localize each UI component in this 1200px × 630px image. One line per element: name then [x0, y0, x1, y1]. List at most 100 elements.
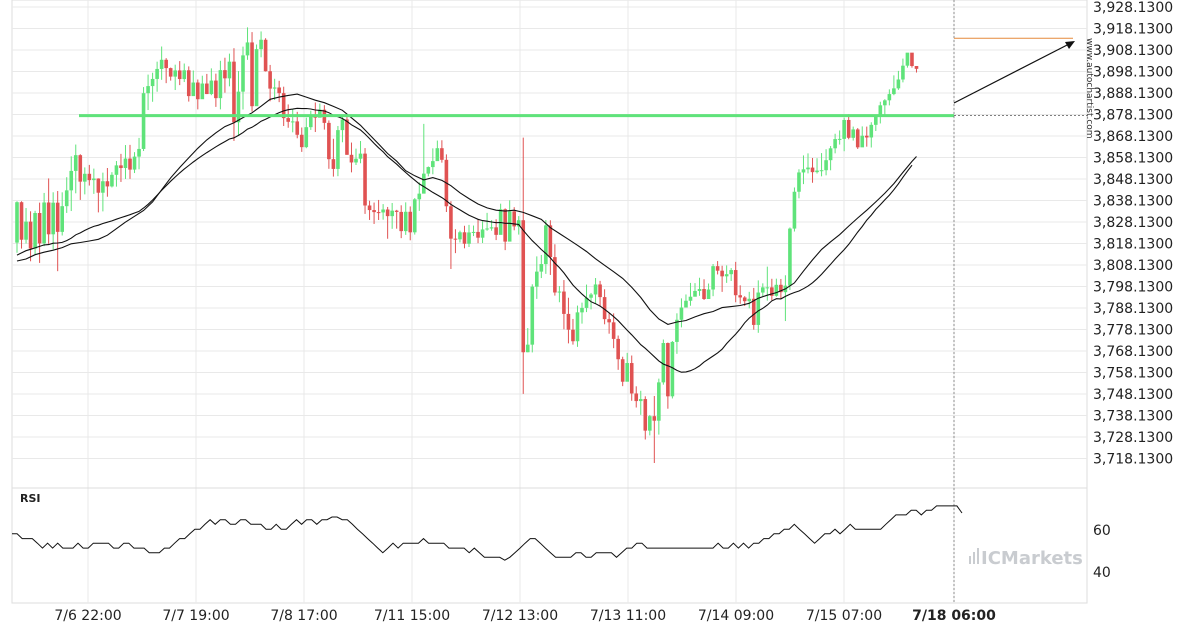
candle: [620, 356, 625, 387]
candle-body: [571, 329, 575, 342]
candle-body: [471, 231, 476, 233]
candle-body: [55, 202, 60, 232]
candle: [480, 221, 485, 244]
candle: [232, 48, 236, 141]
candle: [530, 284, 535, 353]
candle-body: [914, 66, 919, 69]
price-tick-label: 3,908.1300: [1093, 43, 1173, 59]
candle-body: [403, 211, 408, 232]
candle: [629, 355, 634, 401]
candle-body: [742, 297, 747, 302]
candle: [227, 53, 232, 87]
candle: [87, 164, 92, 186]
candle: [756, 280, 761, 333]
candle-body: [141, 93, 146, 149]
candle: [833, 133, 837, 154]
price-tick-label: 3,888.1300: [1093, 86, 1173, 102]
candle-body: [277, 87, 281, 94]
candle-body: [227, 61, 232, 79]
candle-body: [851, 129, 855, 138]
candle-body: [652, 416, 657, 421]
candle: [69, 156, 74, 212]
candle-body: [331, 159, 336, 169]
candle-body: [37, 213, 42, 244]
moving-average-slow: [16, 93, 917, 325]
candle-body: [101, 181, 105, 193]
candle-body: [304, 127, 309, 148]
candle-body: [318, 109, 322, 118]
moving-average-fast: [16, 107, 913, 373]
candle: [503, 208, 507, 251]
candle-body: [186, 70, 191, 97]
price-tick-label: 3,808.1300: [1093, 258, 1173, 274]
candle-body: [751, 298, 756, 325]
candle-body: [765, 287, 770, 289]
candle-body: [299, 134, 304, 148]
candle: [535, 256, 539, 299]
candle: [770, 278, 774, 301]
candle: [381, 204, 385, 220]
price-tick-label: 3,818.1300: [1093, 237, 1173, 253]
candle: [697, 277, 702, 296]
candle: [453, 229, 458, 254]
candle: [471, 225, 476, 237]
candle: [458, 230, 462, 243]
candle: [304, 117, 309, 149]
candle: [290, 109, 295, 133]
candle-body: [110, 174, 114, 187]
candle-body: [33, 213, 37, 249]
candle-body: [602, 297, 607, 320]
candle: [340, 115, 345, 143]
candle: [37, 202, 42, 263]
candle: [358, 141, 363, 164]
candle: [376, 199, 381, 220]
candle: [119, 153, 123, 182]
candle-body: [697, 289, 702, 291]
candle: [706, 283, 711, 300]
candle: [467, 224, 471, 248]
candle-body: [756, 292, 761, 325]
candle: [810, 157, 815, 183]
candle-body: [580, 307, 584, 313]
candle: [263, 38, 268, 72]
candle: [806, 153, 810, 174]
candle: [15, 201, 19, 253]
candle-body: [64, 190, 69, 207]
candle: [250, 32, 254, 112]
candle-body: [462, 232, 467, 244]
candle-body: [367, 205, 372, 211]
candle-body: [720, 270, 724, 277]
candle: [186, 66, 191, 102]
candle: [105, 168, 110, 197]
candle: [354, 148, 358, 166]
candle: [715, 261, 720, 275]
candle-body: [412, 199, 417, 233]
candle: [24, 208, 28, 244]
candle-body: [485, 228, 489, 230]
candle: [661, 339, 666, 385]
candle: [797, 169, 801, 199]
candle-body: [259, 39, 263, 50]
candle: [128, 144, 132, 179]
candle-body: [137, 148, 141, 157]
candle: [878, 101, 883, 124]
candle: [476, 219, 480, 244]
candle-body: [345, 119, 349, 155]
candle: [643, 396, 648, 440]
candle-body: [417, 193, 422, 200]
candle: [896, 70, 901, 90]
candle-body: [435, 148, 440, 162]
price-tick-label: 3,878.1300: [1093, 108, 1173, 124]
candle: [553, 244, 557, 296]
candle: [747, 291, 752, 309]
candle-body: [670, 341, 675, 397]
candle-body: [449, 206, 453, 239]
candle-body: [42, 202, 46, 244]
candle-body: [426, 167, 431, 174]
candle: [51, 192, 55, 250]
candle-body: [327, 122, 331, 160]
candle-body: [598, 284, 602, 298]
brand-logo-text: ICMarkets: [981, 548, 1083, 569]
candle: [693, 283, 697, 297]
price-tick-label: 3,838.1300: [1093, 194, 1173, 210]
